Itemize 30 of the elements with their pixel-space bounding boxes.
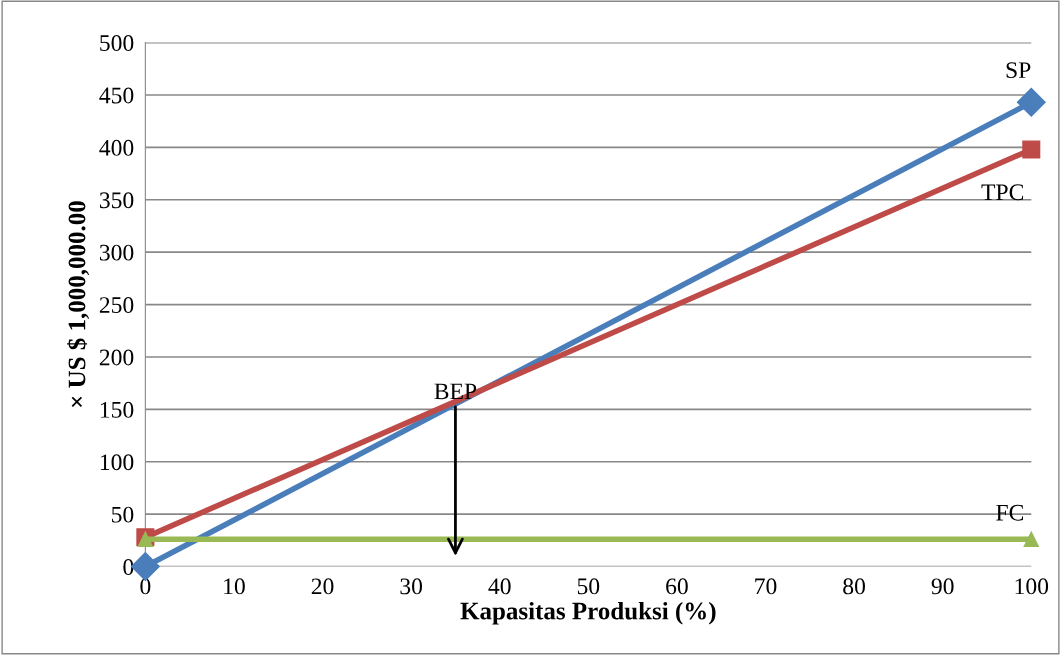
x-tick-label: 0 [140, 578, 151, 595]
point [1022, 140, 1041, 159]
y-tick-label: 50 [112, 506, 134, 523]
y-tick-label: 250 [99, 297, 134, 313]
x-tick-label: 60 [666, 578, 688, 595]
x-tick-label: 70 [755, 578, 777, 595]
y-axis-title: × US $ 1,000,000.00 [67, 201, 90, 408]
series-label: FC [996, 504, 1024, 521]
y-tick-label: 150 [100, 401, 134, 418]
annotation: BEP [434, 383, 477, 400]
x-tick-label: 40 [488, 578, 511, 595]
x-tick-label: 100 [1015, 578, 1049, 595]
series-label: TPC [981, 184, 1024, 201]
x-tick-label: 50 [577, 578, 600, 595]
x-axis-title: Kapasitas Produksi (%) [460, 601, 716, 625]
x-tick-label: 80 [843, 578, 866, 595]
point [1016, 87, 1046, 117]
y-tick-label: 350 [99, 192, 134, 209]
series-label: SP [1006, 62, 1031, 79]
y-tick-label: 450 [99, 87, 134, 104]
y-tick-label: 100 [100, 454, 134, 471]
y-tick-label: 400 [99, 139, 134, 156]
x-tick-label: 90 [931, 578, 954, 595]
point [1023, 531, 1039, 547]
y-tick-label: 200 [99, 349, 134, 366]
x-tick-label: 30 [400, 578, 423, 595]
x-tick-label: 20 [311, 578, 334, 595]
x-tick-label: 10 [224, 578, 245, 595]
y-tick-label: 300 [99, 244, 134, 261]
y-tick-label: 500 [100, 35, 134, 51]
